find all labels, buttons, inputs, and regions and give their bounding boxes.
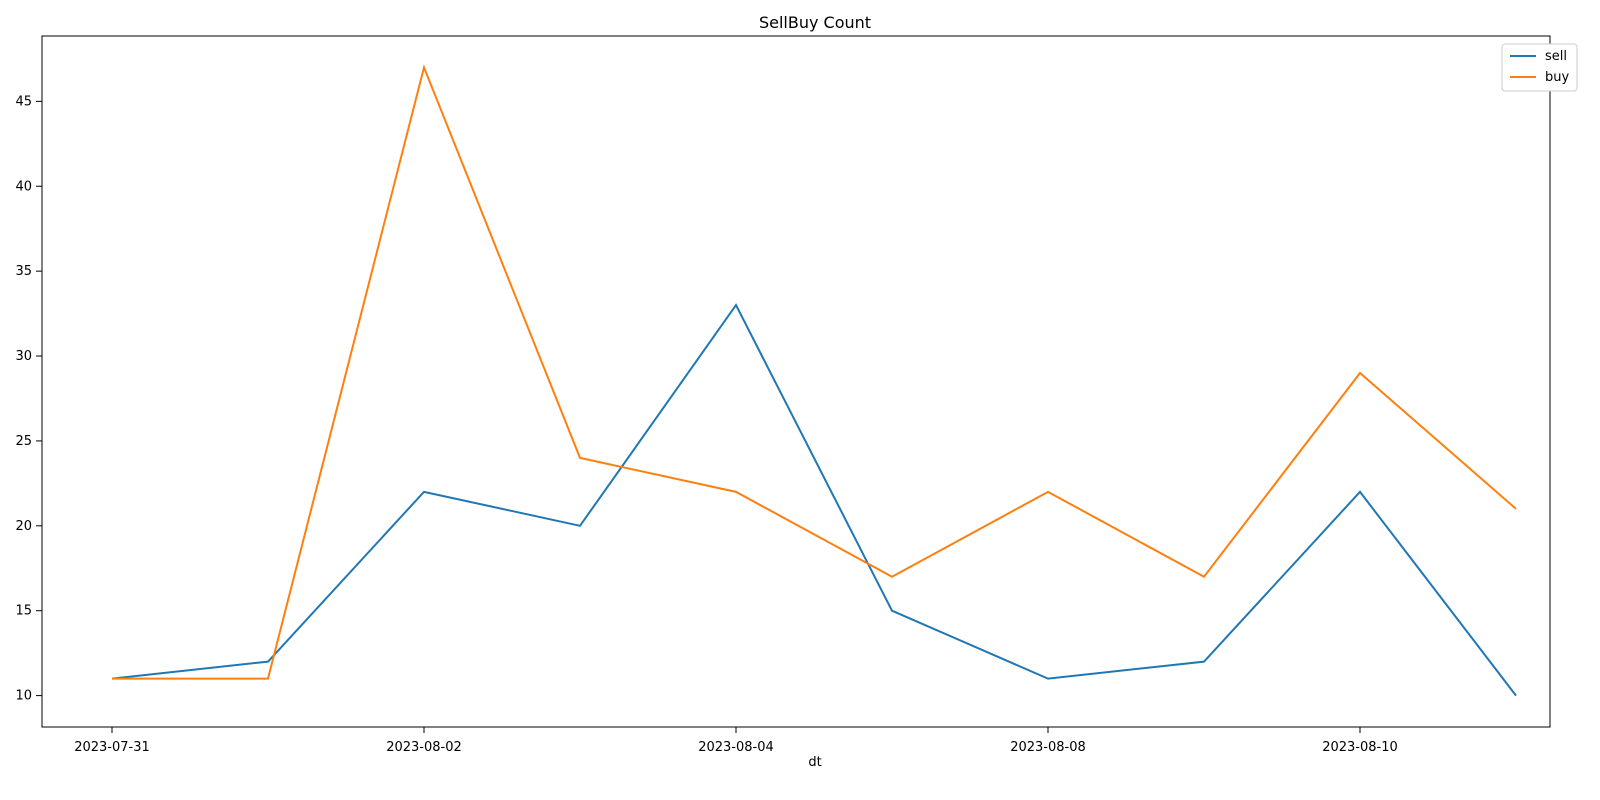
y-tick-label: 10 [15, 689, 32, 704]
chart-title: SellBuy Count [759, 13, 871, 32]
x-tick-label: 2023-08-10 [1322, 740, 1398, 755]
y-tick-label: 30 [15, 349, 32, 364]
y-tick-label: 45 [15, 94, 32, 109]
y-tick-label: 25 [15, 434, 32, 449]
x-tick-label: 2023-07-31 [74, 740, 150, 755]
y-tick-label: 35 [15, 264, 32, 279]
x-axis: 2023-07-31 2023-08-02 2023-08-04 2023-08-08… [74, 727, 1398, 755]
x-tick-label: 2023-08-08 [1010, 740, 1086, 755]
legend: sell buy [1501, 43, 1578, 92]
y-axis: 10 15 20 25 30 35 40 45 [15, 94, 42, 704]
y-tick-label: 20 [15, 519, 32, 534]
series-line-buy [112, 64, 1517, 680]
x-tick-label: 2023-08-02 [386, 740, 462, 755]
legend-label-buy: buy [1545, 70, 1569, 85]
plot-frame [41, 35, 1551, 728]
y-tick-label: 15 [15, 604, 32, 619]
legend-label-sell: sell [1545, 49, 1567, 64]
legend-items: sell buy [1510, 49, 1569, 85]
series-line-sell [111, 303, 1517, 697]
y-tick-label: 40 [15, 179, 32, 194]
x-axis-label: dt [808, 755, 821, 770]
x-tick-label: 2023-08-04 [698, 740, 774, 755]
series-lines [111, 64, 1517, 697]
